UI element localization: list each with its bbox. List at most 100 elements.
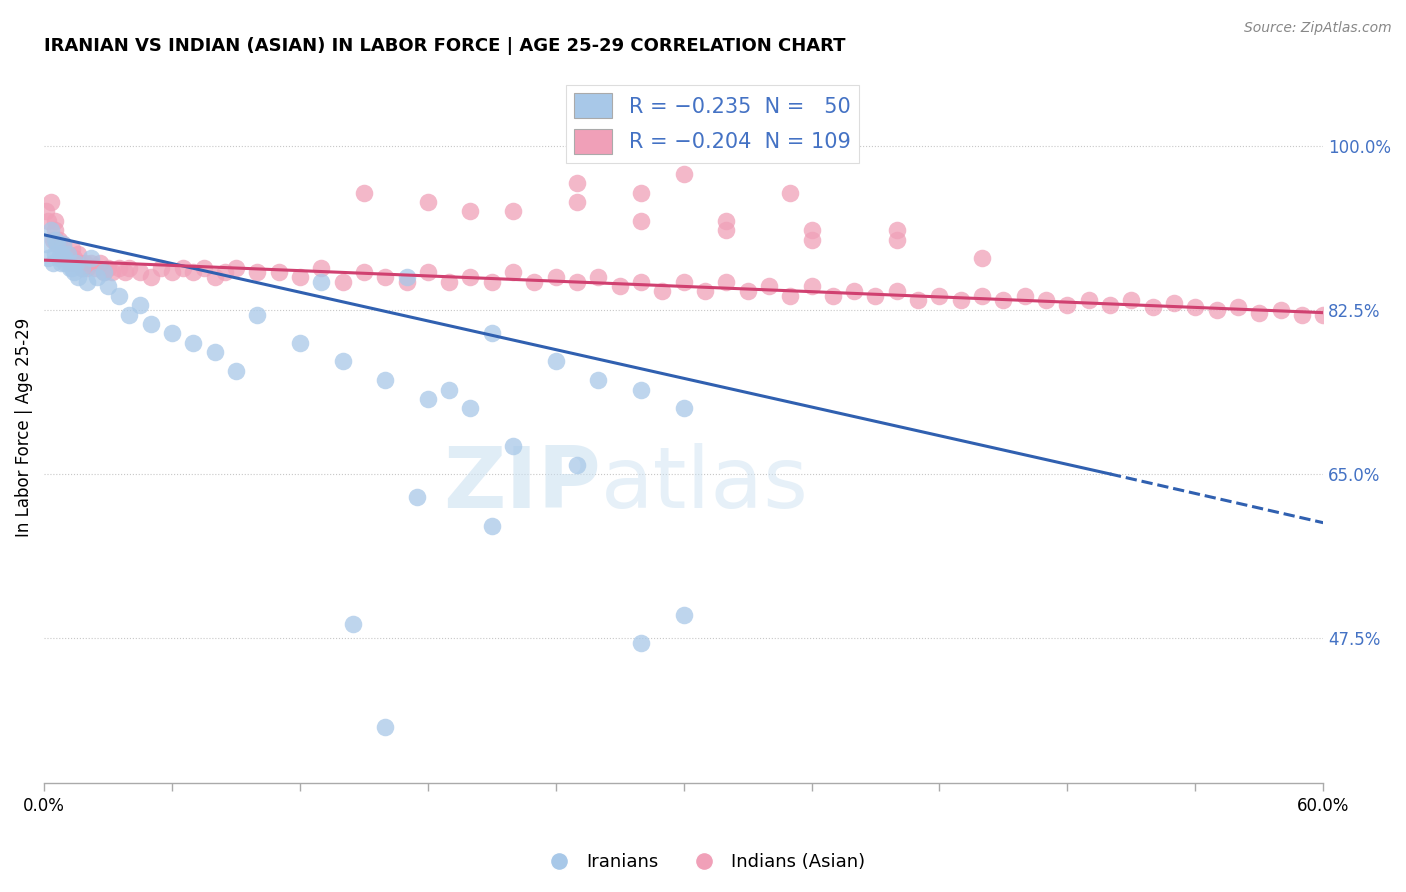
Point [52, 237, 75, 252]
Point [72, 260, 94, 275]
Point [48, 233, 70, 247]
Point [107, 289, 129, 303]
Point [51, 252, 73, 266]
Point [55, 252, 77, 266]
Point [1249, 306, 1271, 320]
Point [886, 284, 908, 298]
Text: ZIP: ZIP [443, 442, 600, 525]
Point [37, 213, 59, 227]
Point [45, 237, 67, 252]
Point [309, 275, 332, 289]
Point [288, 335, 311, 350]
Point [406, 491, 429, 505]
Point [118, 308, 141, 322]
Legend: R = −0.235  N =   50, R = −0.204  N = 109: R = −0.235 N = 50, R = −0.204 N = 109 [567, 85, 859, 162]
Point [693, 284, 716, 298]
Point [204, 270, 226, 285]
Point [52, 252, 75, 266]
Point [565, 458, 588, 472]
Point [1077, 293, 1099, 308]
Point [309, 260, 332, 275]
Point [1056, 298, 1078, 312]
Point [565, 176, 588, 190]
Point [183, 335, 205, 350]
Point [416, 392, 439, 406]
Point [949, 293, 972, 308]
Point [907, 293, 929, 308]
Point [460, 401, 482, 416]
Point [56, 246, 79, 260]
Point [67, 270, 90, 285]
Point [118, 260, 141, 275]
Point [481, 518, 503, 533]
Point [97, 279, 120, 293]
Point [758, 279, 780, 293]
Point [51, 246, 73, 260]
Y-axis label: In Labor Force | Age 25-29: In Labor Force | Age 25-29 [15, 318, 32, 537]
Point [56, 246, 79, 260]
Point [172, 260, 194, 275]
Point [970, 289, 993, 303]
Point [160, 326, 183, 341]
Legend: Iranians, Indians (Asian): Iranians, Indians (Asian) [534, 847, 872, 879]
Point [45, 237, 67, 252]
Point [52, 237, 75, 252]
Point [1312, 308, 1334, 322]
Point [588, 270, 610, 285]
Point [60, 260, 83, 275]
Point [84, 260, 107, 275]
Point [139, 270, 162, 285]
Point [651, 284, 673, 298]
Point [225, 260, 247, 275]
Point [886, 233, 908, 247]
Point [160, 265, 183, 279]
Point [565, 275, 588, 289]
Point [139, 317, 162, 331]
Point [395, 275, 418, 289]
Point [672, 275, 695, 289]
Point [1035, 293, 1057, 308]
Point [44, 213, 66, 227]
Point [63, 265, 86, 279]
Point [73, 256, 96, 270]
Point [779, 186, 801, 200]
Point [353, 265, 375, 279]
Point [502, 439, 524, 453]
Point [481, 275, 503, 289]
Point [65, 256, 87, 270]
Point [89, 256, 111, 270]
Point [114, 265, 136, 279]
Point [39, 223, 62, 237]
Point [41, 256, 63, 270]
Point [80, 252, 103, 266]
Point [865, 289, 887, 303]
Point [737, 284, 759, 298]
Point [80, 256, 103, 270]
Point [544, 354, 567, 368]
Point [630, 636, 652, 650]
Point [609, 279, 631, 293]
Point [59, 260, 82, 275]
Point [342, 617, 364, 632]
Text: Source: ZipAtlas.com: Source: ZipAtlas.com [1244, 21, 1392, 35]
Point [67, 246, 90, 260]
Point [565, 194, 588, 209]
Point [672, 167, 695, 181]
Point [502, 204, 524, 219]
Text: IRANIAN VS INDIAN (ASIAN) IN LABOR FORCE | AGE 25-29 CORRELATION CHART: IRANIAN VS INDIAN (ASIAN) IN LABOR FORCE… [44, 37, 845, 55]
Point [93, 265, 115, 279]
Point [214, 265, 236, 279]
Point [1205, 302, 1227, 317]
Point [86, 270, 108, 285]
Point [800, 233, 823, 247]
Point [76, 275, 98, 289]
Point [460, 270, 482, 285]
Point [204, 345, 226, 359]
Point [374, 720, 396, 734]
Point [101, 265, 124, 279]
Point [481, 326, 503, 341]
Point [193, 260, 215, 275]
Point [630, 383, 652, 397]
Point [353, 186, 375, 200]
Point [821, 289, 844, 303]
